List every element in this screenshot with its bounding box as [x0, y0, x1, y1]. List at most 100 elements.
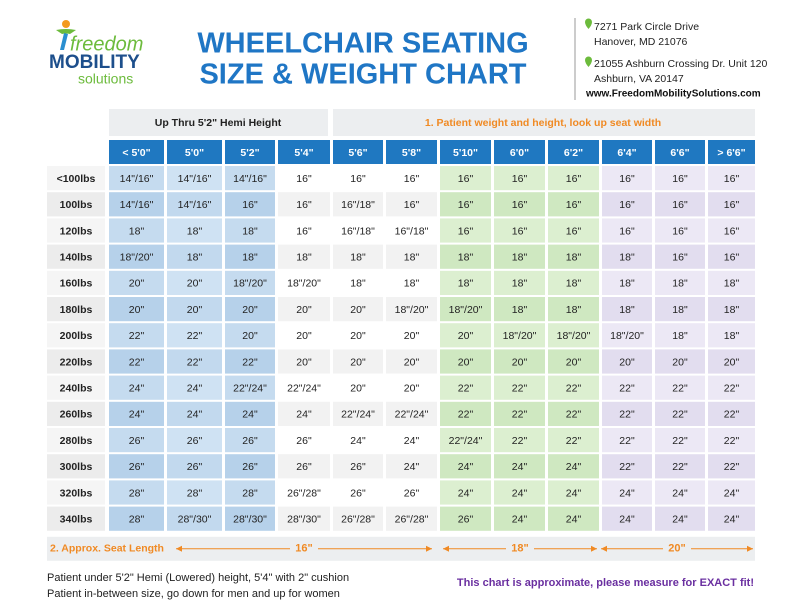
cell: 18": [296, 251, 312, 263]
cell: 20": [619, 356, 635, 368]
row-label: 300lbs: [60, 461, 93, 473]
cell: 16": [566, 199, 582, 211]
cell-bg: [440, 401, 491, 426]
cell: 24": [296, 409, 312, 421]
cell-bg: [109, 244, 164, 269]
cell-bg: [109, 192, 164, 217]
cell-bg: [494, 166, 545, 191]
cell-bg: [225, 323, 275, 348]
row-label-bg: [47, 270, 105, 295]
cell: 16": [458, 199, 474, 211]
cell: 14"/16": [178, 199, 212, 211]
row-label-bg: [47, 349, 105, 374]
group-header: Up Thru 5'2" Hemi Height: [155, 117, 282, 129]
cell: 26"/28": [287, 487, 321, 499]
arrow-head: [591, 545, 597, 552]
cell-bg: [333, 218, 383, 243]
cell-bg: [225, 428, 275, 453]
cell-bg: [708, 428, 755, 453]
cell-bg: [548, 218, 599, 243]
cell-bg: [167, 428, 222, 453]
cell-bg: [708, 297, 755, 322]
cell-bg: [225, 166, 275, 191]
cell-bg: [440, 297, 491, 322]
cell: 22": [129, 356, 145, 368]
seat-length: 18": [511, 543, 528, 555]
row-label-bg: [47, 506, 105, 531]
cell: 16"/18": [341, 199, 375, 211]
cell-bg: [708, 401, 755, 426]
cell-bg: [708, 218, 755, 243]
logo-icon: [56, 20, 76, 50]
column-header: 6'6": [670, 147, 689, 159]
cell-bg: [494, 375, 545, 400]
row-label-bg: [47, 297, 105, 322]
cell-bg: [109, 375, 164, 400]
cell: 18": [187, 251, 203, 263]
cell: 26"/28": [341, 513, 375, 525]
cell: 16": [296, 225, 312, 237]
cell-bg: [278, 480, 330, 505]
cell-bg: [167, 401, 222, 426]
cell: 18"/20": [120, 251, 154, 263]
cell: 26": [458, 513, 474, 525]
cell: 20": [350, 382, 366, 394]
cell: 22": [566, 382, 582, 394]
cell: 24": [458, 487, 474, 499]
cell: 16": [404, 199, 420, 211]
cell: 20": [296, 356, 312, 368]
column-header-bg: [109, 140, 164, 164]
cell-bg: [109, 270, 164, 295]
cell-bg: [167, 349, 222, 374]
cell: 24": [619, 513, 635, 525]
cell: 24": [350, 435, 366, 447]
cell: 24": [404, 435, 420, 447]
cell-bg: [548, 166, 599, 191]
cell: 18": [566, 278, 582, 290]
cell: 22": [672, 382, 688, 394]
cell-bg: [548, 323, 599, 348]
column-header: 5'10": [453, 147, 478, 159]
cell-bg: [225, 218, 275, 243]
cell-bg: [655, 244, 705, 269]
cell: 20": [458, 330, 474, 342]
cell-bg: [602, 349, 652, 374]
cell-bg: [708, 323, 755, 348]
row-label: 260lbs: [60, 409, 93, 421]
cell: 18": [404, 278, 420, 290]
row-label: 200lbs: [60, 330, 93, 342]
cell: 22": [512, 409, 528, 421]
cell: 22": [566, 409, 582, 421]
column-header-bg: [602, 140, 652, 164]
group-header-bg: [109, 109, 328, 136]
cell-bg: [386, 480, 437, 505]
cell-bg: [602, 454, 652, 479]
column-header: 6'4": [617, 147, 636, 159]
cell-bg: [602, 323, 652, 348]
cell: 14"/16": [178, 173, 212, 185]
row-label: 240lbs: [60, 382, 93, 394]
cell: 26": [187, 461, 203, 473]
cell-bg: [548, 244, 599, 269]
column-header-bg: [655, 140, 705, 164]
column-header-bg: [225, 140, 275, 164]
seat-length: 20": [668, 543, 685, 555]
note: Patient under 5'2" Hemi (Lowered) height…: [47, 572, 349, 584]
cell: 18": [619, 304, 635, 316]
cell: 18": [619, 278, 635, 290]
cell: 16": [350, 173, 366, 185]
cell-bg: [225, 480, 275, 505]
cell: 20": [512, 356, 528, 368]
cell: 16": [724, 173, 740, 185]
cell: 24": [187, 409, 203, 421]
cell: 16"/18": [341, 225, 375, 237]
cell-bg: [494, 270, 545, 295]
cell-bg: [708, 244, 755, 269]
cell: 18"/20": [287, 278, 321, 290]
cell-bg: [278, 218, 330, 243]
cell: 16": [512, 225, 528, 237]
cell-bg: [386, 192, 437, 217]
row-label-bg: [47, 218, 105, 243]
cell-bg: [494, 506, 545, 531]
